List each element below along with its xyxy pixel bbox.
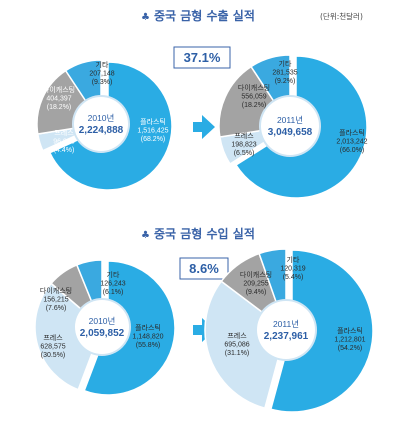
slice-label-plastic: 2,013,242 [336,139,367,146]
slice-label-other: (6.1%) [103,289,124,296]
unit-label: (단위:천달러) [320,11,363,21]
import-arrow-icon [193,318,215,342]
export-growth-label: 37.1% [184,50,221,65]
slice-plastic [269,249,374,413]
center-hole [74,97,128,151]
slice-label-diecasting: 다이캐스팅 [43,85,75,94]
slice-label-other: (9.3%) [92,79,113,86]
import-section: ♣ 중국 금형 수입 실적 8.6% 2010년 2,059,852 플라스틱 1,1… [34,226,374,413]
slice-label-press: 프레스 [54,128,74,137]
slice-label-plastic: 플라스틱 [135,323,161,332]
pie-year-label: 2010년 [88,113,115,123]
slice-label-diecasting: 556,059 [241,94,266,101]
slice-label-plastic: 1,212,801 [334,337,365,344]
slice-label-press: 628,575 [40,344,65,351]
slice-label-other: 281,535 [272,70,297,77]
slice-label-press: 695,086 [224,342,249,349]
slice-label-diecasting: (9.4%) [246,289,267,296]
pie-total-label: 2,059,852 [80,328,125,339]
slice-label-press: 프레스 [43,333,63,342]
slice-label-diecasting: 156,215 [43,297,68,304]
import-growth-label: 8.6% [189,261,219,276]
slice-label-press: (4.4%) [54,147,75,154]
slice-label-plastic: (68.2%) [141,136,166,143]
slice-label-diecasting: 209,255 [243,281,268,288]
slice-label-diecasting: 다이캐스팅 [40,286,72,295]
slice-label-other: 126,243 [100,281,125,288]
slice-label-other: (5.4%) [283,274,304,281]
pie-total-label: 2,224,888 [79,125,124,136]
pie-import-2011: 2011년 2,237,961 플라스틱 1,212,801(54.2%) 프레스 695… [204,248,374,413]
slice-label-press: 프레스 [227,331,247,340]
import-title: 중국 금형 수입 실적 [154,226,255,241]
slice-label-other: 기타 [107,270,120,279]
pie-year-label: 2010년 [89,316,116,326]
slice-label-other: 120,319 [280,266,305,273]
export-arrow-icon [193,115,215,139]
slice-label-press: (30.5%) [41,352,66,359]
slice-label-other: 기타 [96,60,109,69]
slice-label-other: 기타 [279,59,292,68]
slice-label-plastic: 1,148,820 [132,334,163,341]
slice-label-plastic: (54.2%) [338,345,363,352]
slice-label-plastic: (55.8%) [136,342,161,349]
slice-label-press: (6.5%) [234,150,255,157]
title-mark-icon: ♣ [141,12,150,23]
slice-label-press: (31.1%) [225,350,250,357]
center-hole [261,97,319,155]
slice-label-plastic: 플라스틱 [337,326,363,335]
slice-label-diecasting: (18.2%) [47,104,72,111]
slice-label-other: (9.2%) [275,78,296,85]
export-title: 중국 금형 수출 실적 [154,8,255,23]
center-hole [75,300,129,354]
slice-label-plastic: 1,516,425 [137,128,168,135]
slice-label-diecasting: (7.6%) [46,305,67,312]
pie-export-2011: 2011년 3,049,658 플라스틱 2,013,242(66.0%) 프레스 198… [218,54,368,199]
pie-import-2010: 2010년 2,059,852 플라스틱 1,148,820(55.8%) 프레스 628… [34,259,176,396]
import-growth-box [179,257,229,280]
slice-label-diecasting: 404,397 [46,96,71,103]
slice-label-press: 프레스 [234,131,254,140]
center-hole [257,301,315,359]
export-section: ♣ 중국 금형 수출 실적 (단위:천달러) 37.1% 2010년 2,224,… [36,8,368,199]
slice-label-other: 기타 [287,255,300,264]
pie-year-label: 2011년 [273,319,299,329]
slice-press [34,282,103,391]
slice-label-other: 207,148 [89,71,114,78]
slice-label-press: 96,918 [53,139,75,146]
export-growth-box [173,46,231,69]
slice-label-plastic: 플라스틱 [140,117,166,126]
pie-year-label: 2011년 [277,115,303,125]
slice-label-plastic: 플라스틱 [339,128,365,137]
pie-total-label: 2,237,961 [264,331,309,342]
slice-label-diecasting: 다이캐스팅 [238,83,270,92]
slice-label-diecasting: (18.2%) [242,102,267,109]
title-mark-icon-2: ♣ [141,230,150,241]
slice-press [204,280,287,410]
pie-export-2010: 2010년 2,224,888 플라스틱 1,516,425(68.2%) 프레스 96,… [36,59,173,191]
slice-label-diecasting: 다이캐스팅 [240,270,272,279]
slice-label-press: 198,823 [231,142,256,149]
slice-label-plastic: (66.0%) [340,147,365,154]
pie-total-label: 3,049,658 [268,127,313,138]
